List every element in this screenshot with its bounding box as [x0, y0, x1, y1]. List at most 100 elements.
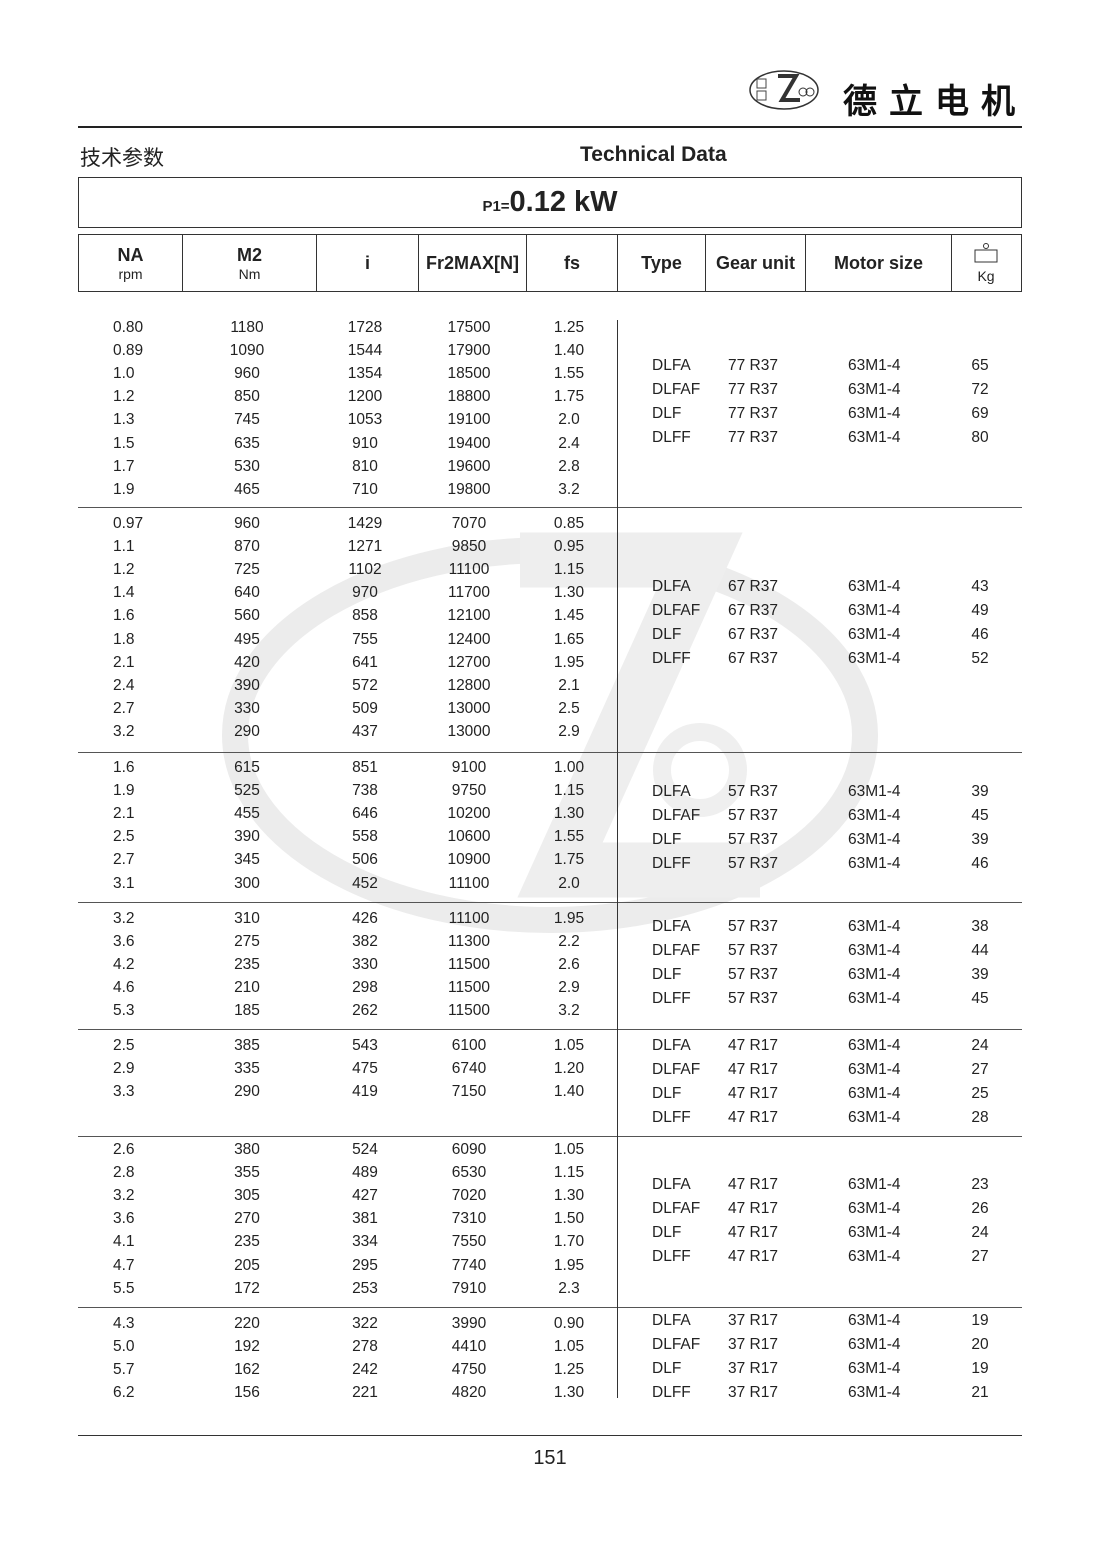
torque-cell: 300: [234, 874, 260, 892]
brand-logo: [749, 70, 819, 110]
column-header: Fr2MAX[N]: [419, 235, 527, 291]
ratio-cell: 1200: [347, 388, 383, 406]
type-cell: DLFA: [652, 1176, 691, 1193]
service-factor-cell: 1.95: [553, 653, 585, 671]
speed-cell: 0.97: [113, 515, 144, 532]
type-cell: DLFAF: [652, 602, 701, 619]
motor-size-cell: 63M1-4: [848, 807, 901, 824]
torque-cell: 745: [234, 411, 260, 429]
speed-cell: 2.1: [113, 805, 135, 823]
service-factor-cell: 1.25: [553, 1361, 585, 1379]
ratio-cell: 970: [352, 584, 378, 602]
gear-unit-cell: 57 R37: [728, 831, 778, 848]
torque-cell: 390: [234, 676, 260, 694]
torque-cell: 290: [234, 722, 260, 740]
weight-cell: 20: [971, 1336, 989, 1353]
torque-cell: 385: [234, 1037, 260, 1054]
torque-cell: 1090: [229, 342, 265, 360]
service-factor-cell: 2.6: [558, 956, 580, 974]
title-chinese: 技术参数: [80, 146, 164, 170]
gear-unit-cell: 67 R37: [728, 578, 778, 595]
radial-force-cell: 6090: [451, 1141, 487, 1158]
type-cell: DLFA: [652, 918, 691, 935]
torque-cell: 495: [234, 630, 260, 648]
motor-size-cell: 63M1-4: [848, 381, 901, 398]
ratio-cell: 710: [352, 480, 378, 498]
speed-cell: 1.5: [113, 434, 135, 452]
group-divider: [78, 902, 1022, 903]
ratio-cell: 334: [352, 1233, 378, 1251]
group-divider: [78, 1029, 1022, 1030]
weight-cell: 26: [971, 1200, 989, 1217]
type-cell: DLFF: [652, 855, 691, 872]
gear-unit-cell: 57 R37: [728, 966, 778, 983]
service-factor-cell: 3.2: [558, 480, 580, 498]
gear-unit-cell: 77 R37: [728, 429, 778, 446]
ratio-cell: 322: [352, 1315, 378, 1332]
radial-force-cell: 11500: [448, 1002, 490, 1020]
speed-cell: 3.6: [113, 1210, 135, 1228]
ratio-cell: 543: [352, 1037, 378, 1054]
column-divider: [617, 320, 618, 1398]
gear-unit-cell: 47 R17: [728, 1224, 778, 1241]
radial-force-cell: 13000: [447, 722, 491, 740]
service-factor-cell: 2.8: [558, 457, 580, 475]
torque-cell: 305: [234, 1187, 260, 1205]
radial-force-cell: 17500: [447, 319, 491, 336]
speed-cell: 3.6: [113, 933, 135, 951]
weight-icon: [973, 242, 999, 268]
gear-unit-cell: 37 R17: [728, 1360, 778, 1377]
type-cell: DLFAF: [652, 1061, 701, 1078]
service-factor-cell: 1.30: [553, 1384, 585, 1402]
weight-cell: 39: [971, 966, 989, 983]
torque-cell: 235: [234, 956, 260, 974]
weight-cell: 46: [971, 626, 989, 643]
service-factor-cell: 1.20: [553, 1060, 585, 1078]
ratio-cell: 1271: [347, 538, 383, 556]
service-factor-cell: 1.05: [553, 1037, 585, 1054]
gear-unit-cell: 57 R37: [728, 855, 778, 872]
torque-cell: 560: [234, 607, 260, 625]
gear-unit-cell: 47 R17: [728, 1200, 778, 1217]
torque-cell: 850: [234, 388, 260, 406]
weight-cell: 24: [971, 1037, 989, 1054]
radial-force-cell: 7310: [451, 1210, 487, 1228]
speed-cell: 3.3: [113, 1083, 135, 1101]
service-factor-cell: 2.9: [558, 979, 580, 997]
ratio-cell: 738: [352, 782, 378, 800]
footer-divider: [78, 1435, 1022, 1436]
weight-cell: 52: [971, 650, 989, 667]
torque-cell: 530: [234, 457, 260, 475]
gear-unit-cell: 37 R17: [728, 1384, 778, 1401]
weight-cell: 21: [971, 1384, 989, 1401]
type-cell: DLF: [652, 831, 682, 848]
service-factor-cell: 1.15: [553, 1164, 585, 1182]
service-factor-cell: 2.4: [558, 434, 580, 452]
motor-size-cell: 63M1-4: [848, 1248, 901, 1265]
table-header: NA rpm M2 Nm i Fr2MAX[N] fs Type Gear unit Motor …: [78, 234, 1022, 292]
torque-cell: 185: [234, 1002, 260, 1020]
radial-force-cell: 10900: [447, 851, 491, 869]
radial-force-cell: 18500: [447, 365, 491, 383]
motor-size-cell: 63M1-4: [848, 990, 901, 1007]
column-title: M2: [236, 244, 262, 265]
gear-unit-cell: 57 R37: [728, 942, 778, 959]
type-cell: DLFAF: [652, 807, 701, 824]
power-rating-box: P1=0.12 kW: [78, 177, 1022, 228]
torque-cell: 345: [234, 851, 260, 869]
ratio-cell: 572: [352, 676, 378, 694]
ratio-cell: 489: [352, 1164, 378, 1182]
torque-cell: 960: [234, 515, 260, 532]
speed-cell: 1.7: [113, 457, 135, 475]
weight-cell: 45: [971, 807, 989, 824]
torque-cell: 615: [234, 759, 260, 776]
radial-force-cell: 7740: [451, 1256, 487, 1274]
radial-force-cell: 6740: [451, 1060, 487, 1078]
service-factor-cell: 1.95: [553, 1256, 585, 1274]
gear-unit-cell: 37 R17: [728, 1312, 778, 1329]
type-cell: DLFA: [652, 357, 691, 374]
radial-force-cell: 4750: [451, 1361, 487, 1379]
weight-cell: 39: [971, 783, 989, 800]
ratio-cell: 1053: [347, 411, 383, 429]
type-cell: DLFF: [652, 1248, 691, 1265]
